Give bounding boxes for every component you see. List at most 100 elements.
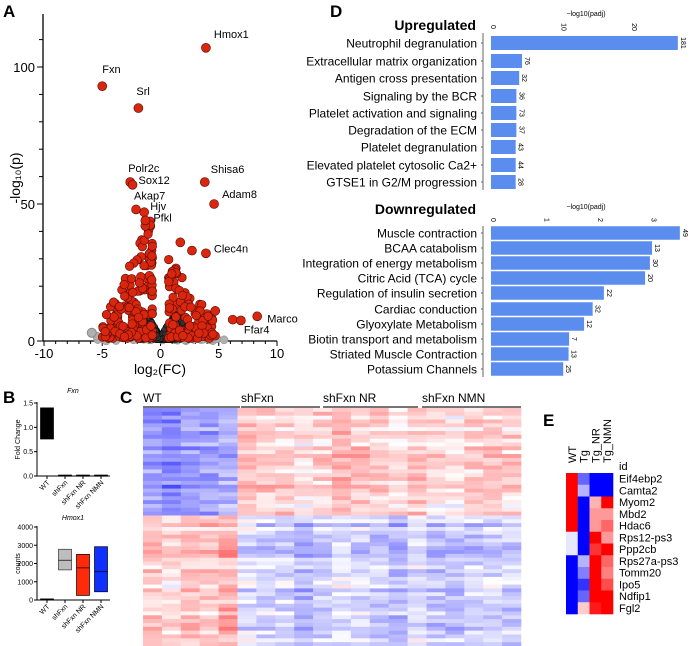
heatmap-cell	[369, 457, 389, 463]
heatmap-cell	[445, 599, 465, 605]
heatmap-cell	[502, 423, 522, 428]
heatmap-cell	[143, 473, 163, 478]
heatmap-cell	[388, 496, 408, 501]
heatmap-cell	[199, 427, 219, 432]
heatmap-cell	[388, 434, 408, 440]
heatmap-cell	[483, 519, 503, 524]
heatmap-cell	[369, 576, 389, 582]
heatmap-cell	[426, 457, 446, 463]
gene-label: Mbd2	[619, 509, 647, 521]
heatmap-cell	[502, 511, 522, 516]
bar-count-label: 7	[570, 337, 577, 341]
heatmap-cell	[143, 619, 163, 624]
heatmap-cell	[502, 411, 522, 416]
heatmap-cell	[180, 584, 200, 589]
heatmap-cell	[199, 580, 219, 585]
heatmap-cell	[294, 454, 314, 459]
heatmap-cell	[256, 450, 276, 455]
heatmap-cell	[426, 576, 446, 582]
panel-label-d: D	[330, 2, 342, 21]
data-point	[219, 335, 229, 345]
heatmap-cell	[388, 611, 408, 616]
heatmap-cell	[199, 438, 219, 443]
heatmap-cell	[143, 450, 163, 455]
heatmap-cell	[180, 596, 200, 601]
heatmap-cell	[369, 454, 389, 459]
heatmap-cell	[256, 607, 276, 612]
heatmap-cell	[350, 638, 371, 643]
heatmap-cell	[294, 619, 314, 624]
heatmap-cell	[407, 576, 427, 582]
heatmap-cell	[502, 454, 522, 459]
heatmap-cell	[143, 515, 163, 520]
heatmap-cell	[388, 511, 408, 516]
heatmap-cell	[426, 473, 446, 478]
y-axis-label: counts	[15, 553, 22, 574]
heatmap-cell	[407, 534, 427, 539]
heatmap-cell	[143, 469, 163, 474]
heatmap-cell	[388, 419, 408, 424]
heatmap-cell	[502, 503, 522, 509]
category-label: Potassium Channels	[367, 363, 477, 377]
heatmap-cell	[313, 457, 333, 463]
heatmap-cell	[237, 492, 257, 497]
heatmap-cell	[332, 427, 352, 432]
category-label: Extracellular matrix organization	[306, 55, 477, 69]
heatmap-cell	[161, 538, 182, 543]
heatmap-cell	[256, 619, 276, 624]
heatmap-cell	[483, 523, 503, 528]
heatmap-cell	[445, 634, 465, 639]
y-tick-label: 1.5	[23, 401, 33, 408]
heatmap-cell	[502, 415, 522, 420]
heatmap-cell	[407, 488, 427, 493]
heatmap-cell	[275, 534, 295, 539]
heatmap-cell	[313, 434, 333, 440]
heatmap-cell	[426, 496, 446, 501]
heatmap-cell	[464, 461, 484, 466]
heatmap-cell	[275, 630, 295, 635]
heatmap-cell	[143, 534, 163, 539]
heatmap-cell	[199, 596, 219, 601]
heatmap-cell	[218, 434, 238, 440]
heatmap-cell	[313, 450, 333, 455]
heatmap-cell	[483, 530, 503, 535]
heatmap-cell	[350, 515, 371, 520]
heatmap-cell	[350, 511, 371, 516]
heatmap-cell	[483, 630, 503, 635]
heatmap-cell	[332, 477, 352, 482]
heatmap-cell	[256, 527, 276, 532]
heatmap-cell	[502, 642, 522, 646]
heatmap-cell	[294, 408, 314, 413]
heatmap-cell	[180, 427, 200, 432]
heatmap-cell	[350, 619, 371, 624]
heatmap-cell	[218, 584, 238, 589]
heatmap-cell	[199, 408, 219, 413]
id-header: id	[619, 461, 628, 473]
heatmap-cell	[369, 511, 389, 516]
heatmap-cell	[332, 496, 352, 501]
heatmap-cell	[388, 588, 408, 593]
heatmap-cell	[407, 527, 427, 532]
bar-count-label: 13	[570, 350, 577, 358]
heatmap-cell	[332, 519, 352, 524]
heatmap-cell	[483, 565, 503, 570]
heatmap-cell	[388, 550, 408, 555]
x-axis-label: −log10(padj)	[566, 204, 605, 211]
heatmap-cell	[294, 546, 314, 551]
heatmap-cell	[294, 415, 314, 420]
heatmap-cell	[426, 519, 446, 524]
heatmap-cell	[483, 515, 503, 520]
heatmap-cell	[426, 480, 446, 486]
heatmap-cell	[294, 477, 314, 482]
heatmap-cell	[388, 553, 408, 559]
heatmap-cell	[464, 576, 484, 582]
heatmap-cell	[577, 602, 590, 615]
heatmap-cell	[464, 588, 484, 593]
category-label: GTSE1 in G2/M progression	[326, 176, 477, 190]
heatmap-cell	[350, 622, 371, 628]
heatmap-cell	[180, 530, 200, 535]
chart-title: Hmox1	[62, 515, 84, 522]
heatmap-cell	[275, 565, 295, 570]
heatmap-cell	[256, 411, 276, 416]
heatmap-cell	[275, 511, 295, 516]
